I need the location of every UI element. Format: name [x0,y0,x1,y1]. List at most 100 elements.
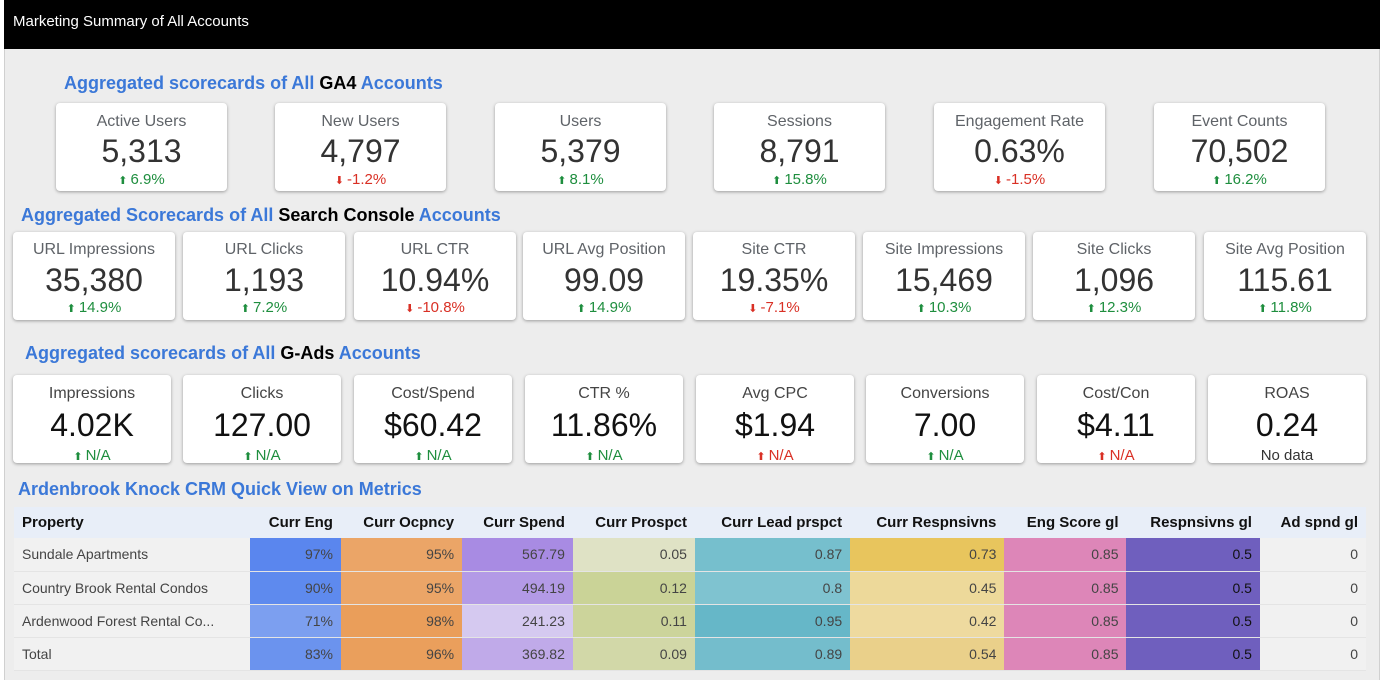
active-users-scorecard[interactable]: Active Users 5,313 ⬆ 6.9% [56,103,227,191]
metric-cell-curr-ocpncy: 96% [340,637,463,671]
arrow-up-icon: ⬆ [557,175,567,187]
event-counts-scorecard[interactable]: Event Counts 70,502 ⬆ 16.2% [1154,103,1325,191]
arrow-up-icon: ⬆ [1086,303,1096,315]
scorecard-delta: ⬆ 15.8% [714,171,885,188]
crm-section-title: Ardenbrook Knock CRM Quick View on Metri… [18,479,422,499]
metric-cell-eng-score-gl: 0.85 [1004,604,1127,638]
table-row: Country Brook Rental Condos 90% 95% 494.19 0… [14,571,1366,605]
metric-cell-curr-respnsivns: 0.73 [850,538,1005,572]
scorecard-value: $60.42 [384,407,482,443]
url-clicks-scorecard[interactable]: URL Clicks 1,193 ⬆ 7.2% [183,232,345,320]
scorecard-value: 5,313 [101,133,182,169]
column-header-curr-prospct[interactable]: Curr Prospct [572,507,695,538]
scorecard-value: 5,379 [540,133,621,169]
sessions-scorecard[interactable]: Sessions 8,791 ⬆ 15.8% [714,103,885,191]
scorecard-delta-value: -10.8% [417,299,465,316]
users-scorecard[interactable]: Users 5,379 ⬆ 8.1% [495,103,666,191]
url-avg-position-scorecard[interactable]: URL Avg Position 99.09 ⬆ 14.9% [523,232,685,320]
property-name-cell: Total [14,637,251,671]
scorecard-value: 1,096 [1073,262,1155,298]
scorecard-label: Site Clicks [1076,241,1152,258]
new-users-scorecard[interactable]: New Users 4,797 ⬇ -1.2% [275,103,446,191]
site-impressions-scorecard[interactable]: Site Impressions 15,469 ⬆ 10.3% [863,232,1025,320]
arrow-up-icon: ⬆ [414,451,424,463]
scorecard-delta-value: -7.1% [760,299,800,316]
scorecard-value: 15,469 [895,262,993,298]
ctr-scorecard[interactable]: CTR % 11.86% ⬆ N/A [525,375,683,463]
scorecard-delta-value: No data [1260,447,1314,463]
scorecard-delta-value: N/A [1109,447,1135,463]
arrow-up-icon: ⬆ [576,303,586,315]
url-ctr-scorecard[interactable]: URL CTR 10.94% ⬇ -10.8% [354,232,516,320]
metric-cell-eng-score-gl: 0.85 [1004,571,1127,605]
metric-cell-curr-eng: 97% [250,538,341,572]
metric-cell-respnsivns-gl: 0.5 [1126,637,1260,671]
roas-scorecard[interactable]: ROAS 0.24 No data [1208,375,1366,463]
scorecard-delta: ⬆ N/A [13,447,171,463]
metric-cell-curr-lead-prspct: 0.87 [694,538,851,572]
scorecard-label: ROAS [1264,385,1310,402]
report-header: Marketing Summary of All Accounts [4,0,1380,49]
avg-cpc-scorecard[interactable]: Avg CPC $1.94 ⬆ N/A [696,375,854,463]
scorecard-label: URL Avg Position [542,241,666,258]
gads-section-title: Aggregated scorecards of All G-Ads Accou… [25,343,421,363]
column-header-respnsivns-gl[interactable]: Respnsivns gl [1126,507,1260,538]
scorecard-label: Engagement Rate [955,113,1084,130]
metric-cell-curr-spend: 241.23 [462,604,573,638]
metric-cell-curr-respnsivns: 0.45 [850,571,1005,605]
conversions-scorecard[interactable]: Conversions 7.00 ⬆ N/A [866,375,1024,463]
metric-cell-curr-prospct: 0.11 [572,604,695,638]
scorecard-delta: No data [1208,447,1366,463]
scorecard-delta-value: 14.9% [78,299,122,316]
scorecard-delta-value: N/A [938,447,964,463]
metric-cell-ad-spnd-gl: 0 [1259,538,1366,572]
scorecard-label: Clicks [240,385,284,402]
engagement-rate-scorecard[interactable]: Engagement Rate 0.63% ⬇ -1.5% [934,103,1105,191]
scorecard-value: 10.94% [380,262,490,298]
metric-cell-respnsivns-gl: 0.5 [1126,538,1260,572]
arrow-up-icon: ⬆ [118,175,128,187]
column-header-curr-respnsivns[interactable]: Curr Respnsivns [850,507,1005,538]
scorecard-delta: ⬆ 16.2% [1154,171,1325,188]
column-header-curr-eng[interactable]: Curr Eng [250,507,341,538]
metric-cell-curr-lead-prspct: 0.95 [694,604,851,638]
site-ctr-scorecard[interactable]: Site CTR 19.35% ⬇ -7.1% [693,232,855,320]
scorecard-value: 19.35% [719,262,829,298]
arrow-up-icon: ⬆ [772,175,782,187]
scorecard-delta-value: 15.8% [784,171,827,188]
clicks-scorecard[interactable]: Clicks 127.00 ⬆ N/A [183,375,341,463]
site-clicks-scorecard[interactable]: Site Clicks 1,096 ⬆ 12.3% [1033,232,1195,320]
scorecard-value: 115.61 [1237,262,1333,298]
metric-cell-curr-ocpncy: 95% [340,571,463,605]
column-header-ad-spnd-gl[interactable]: Ad spnd gl [1259,507,1366,538]
column-header-curr-spend[interactable]: Curr Spend [462,507,573,538]
column-header-eng-score-gl[interactable]: Eng Score gl [1004,507,1127,538]
metric-cell-respnsivns-gl: 0.5 [1126,604,1260,638]
scorecard-delta-value: 6.9% [130,171,165,188]
arrow-up-icon: ⬆ [66,303,76,315]
cost-spend-scorecard[interactable]: Cost/Spend $60.42 ⬆ N/A [354,375,512,463]
scorecard-value: 4,797 [320,133,401,169]
scorecard-value: 0.24 [1255,407,1319,443]
impressions-scorecard[interactable]: Impressions 4.02K ⬆ N/A [13,375,171,463]
scorecard-label: URL CTR [400,241,470,258]
url-impressions-scorecard[interactable]: URL Impressions 35,380 ⬆ 14.9% [13,232,175,320]
metric-cell-ad-spnd-gl: 0 [1259,571,1366,605]
site-avg-position-scorecard[interactable]: Site Avg Position 115.61 ⬆ 11.8% [1204,232,1366,320]
table-row: Sundale Apartments 97% 95% 567.79 0.05 0.87 0.… [14,538,1366,572]
property-name-cell: Ardenwood Forest Rental Co... [14,604,251,638]
metric-cell-curr-prospct: 0.05 [572,538,695,572]
metric-cell-curr-prospct: 0.09 [572,637,695,671]
metric-cell-ad-spnd-gl: 0 [1259,637,1366,671]
column-header-curr-lead-prspct[interactable]: Curr Lead prspct [694,507,851,538]
scorecard-value: $4.11 [1077,407,1155,443]
scorecard-value: 11.86% [550,407,658,443]
table-row: Ardenwood Forest Rental Co... 71% 98% 241.2… [14,604,1366,638]
column-header-curr-ocpncy[interactable]: Curr Ocpncy [340,507,463,538]
ga4-section-title: Aggregated scorecards of All GA4 Account… [64,73,443,93]
scorecard-value: 127.00 [213,407,311,443]
metric-cell-curr-eng: 90% [250,571,341,605]
cost-con-scorecard[interactable]: Cost/Con $4.11 ⬆ N/A [1037,375,1195,463]
column-header-property[interactable]: Property [14,507,251,538]
arrow-down-icon: ⬇ [405,303,415,315]
